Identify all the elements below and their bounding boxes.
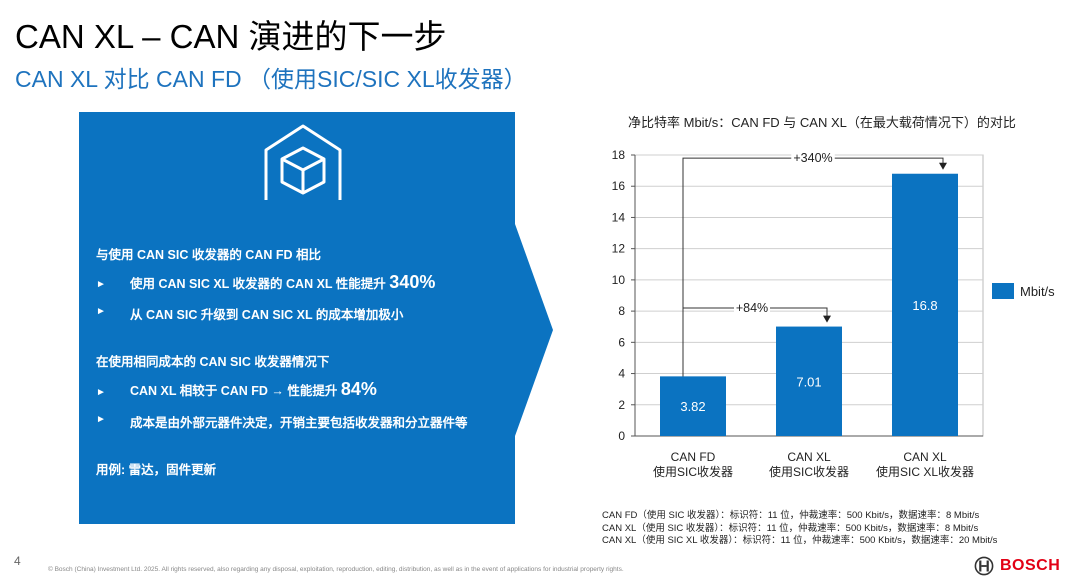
y-tick-label: 4 [618,367,625,381]
section2-item1-highlight: 84% [340,379,377,399]
x-tick-label: CAN XL [787,450,831,464]
y-tick-label: 2 [618,398,625,412]
section1-item2: 从 CAN SIC 升级到 CAN SIC XL 的成本增加极小 [130,308,404,322]
note-line: CAN XL（使用 SIC 收发器）：标识符：11 位，仲裁速率：500 Kbi… [602,522,979,534]
y-tick-label: 16 [612,179,626,193]
page-subtitle: CAN XL 对比 CAN FD （使用SIC/SIC XL收发器） [15,66,527,92]
section1-item1: 使用 CAN SIC XL 收发器的 CAN XL 性能提升 340% [130,272,435,293]
x-tick-label: 使用SIC XL收发器 [876,464,974,479]
x-tick-label: 使用SIC收发器 [653,464,733,479]
use-case: 用例: 雷达，固件更新 [96,463,217,477]
chart-notes: CAN FD（使用 SIC 收发器）：标识符：11 位，仲裁速率：500 Kbi… [602,510,997,548]
section1-item1-text: 使用 CAN SIC XL 收发器的 CAN XL 性能提升 [130,277,386,291]
page-title: CAN XL – CAN 演进的下一步 [15,18,447,55]
bar [776,326,842,436]
y-tick-label: 6 [618,335,625,349]
page-number: 4 [14,554,21,568]
bar-data-label: 16.8 [912,298,937,313]
legend-label: Mbit/s [1020,284,1055,299]
panel-arrow-shape [515,224,553,436]
bullet-icon: ► [96,387,106,398]
section1-item1-highlight: 340% [389,272,436,292]
bar [660,376,726,436]
bar-data-label: 7.01 [796,374,821,389]
note-line: CAN XL（使用 SIC XL 收发器）：标识符：11 位，仲裁速率：500 … [602,535,998,546]
y-tick-label: 18 [612,148,626,162]
summary-panel [79,112,515,524]
section2-item1: CAN XL 相较于 CAN FD → 性能提升 84% [130,379,377,400]
annotation-label: +340% [793,151,832,165]
section2-item1-text: CAN XL 相较于 CAN FD → 性能提升 [130,384,338,398]
y-tick-label: 12 [612,242,626,256]
chart-title: 净比特率 Mbit/s：CAN FD 与 CAN XL（在最大载荷情况下）的对比 [628,115,1016,130]
y-tick-label: 8 [618,304,625,318]
y-tick-label: 14 [612,210,626,224]
annotation-label-bg [791,150,835,166]
bullet-icon: ► [96,279,106,290]
bar [892,173,958,436]
y-tick-label: 0 [618,429,625,443]
bosch-logo-icon [974,556,994,576]
note-line: CAN FD（使用 SIC 收发器）：标识符：11 位，仲裁速率：500 Kbi… [602,510,980,521]
annotation-label-bg [734,299,770,315]
copyright-text: © Bosch (China) Investment Ltd. 2025. Al… [48,566,624,573]
legend-swatch [992,283,1014,299]
section2-heading: 在使用相同成本的 CAN SIC 收发器情况下 [96,355,330,369]
bar-data-label: 3.82 [680,399,705,414]
bullet-icon: ► [96,414,106,425]
x-tick-label: 使用SIC收发器 [769,464,849,479]
section2-item2: 成本是由外部元器件决定，开销主要包括收发器和分立器件等 [130,416,468,430]
section1-heading: 与使用 CAN SIC 收发器的 CAN FD 相比 [96,248,322,262]
package-house-icon [264,124,342,200]
y-tick-label: 10 [612,273,626,287]
x-tick-label: CAN FD [671,450,716,464]
annotation-label: +84% [736,301,768,315]
x-tick-label: CAN XL [903,450,947,464]
annotation-arrow-icon [939,162,947,170]
bullet-icon: ► [96,306,106,317]
bosch-brand: BOSCH [1000,557,1061,574]
annotation-arrow-icon [823,315,831,323]
